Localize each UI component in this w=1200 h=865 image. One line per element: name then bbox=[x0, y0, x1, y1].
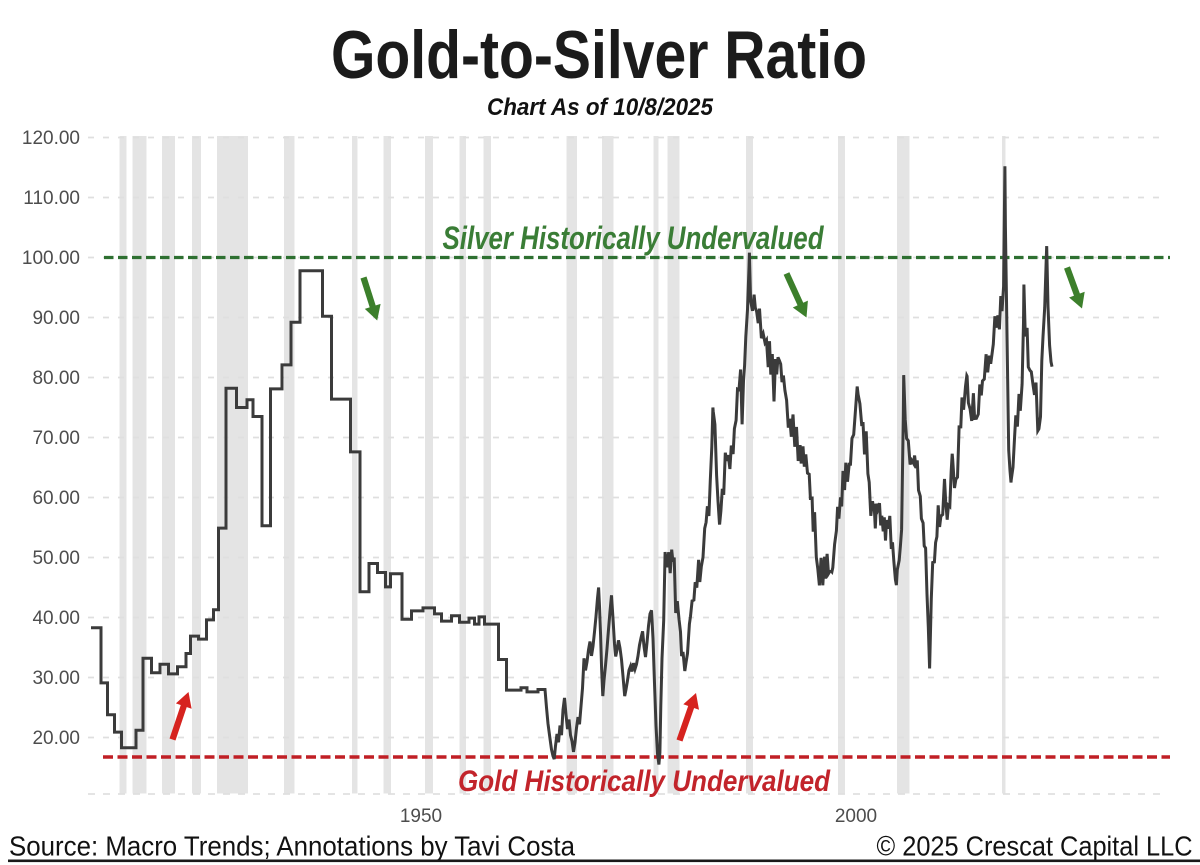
svg-text:1950: 1950 bbox=[400, 806, 442, 827]
svg-text:Silver Historically Undervalue: Silver Historically Undervalued bbox=[443, 220, 825, 256]
svg-text:60.00: 60.00 bbox=[32, 488, 80, 509]
svg-text:20.00: 20.00 bbox=[32, 728, 80, 749]
svg-text:90.00: 90.00 bbox=[32, 308, 80, 329]
svg-text:Gold Historically Undervalued: Gold Historically Undervalued bbox=[458, 765, 831, 798]
svg-text:Gold-to-Silver Ratio: Gold-to-Silver Ratio bbox=[331, 17, 867, 93]
svg-text:120.00: 120.00 bbox=[22, 128, 80, 149]
svg-text:80.00: 80.00 bbox=[32, 368, 80, 389]
svg-text:Source: Macro Trends; Annotati: Source: Macro Trends; Annotations by Tav… bbox=[9, 831, 575, 862]
svg-text:© 2025 Crescat Capital LLC: © 2025 Crescat Capital LLC bbox=[877, 831, 1193, 862]
svg-text:2000: 2000 bbox=[835, 806, 877, 827]
svg-text:110.00: 110.00 bbox=[23, 188, 80, 209]
svg-text:Chart As of 10/8/2025: Chart As of 10/8/2025 bbox=[487, 94, 714, 121]
svg-text:100.00: 100.00 bbox=[22, 248, 80, 269]
svg-text:40.00: 40.00 bbox=[32, 608, 80, 629]
svg-text:70.00: 70.00 bbox=[32, 428, 80, 449]
svg-text:50.00: 50.00 bbox=[32, 548, 80, 569]
svg-text:30.00: 30.00 bbox=[32, 668, 80, 689]
